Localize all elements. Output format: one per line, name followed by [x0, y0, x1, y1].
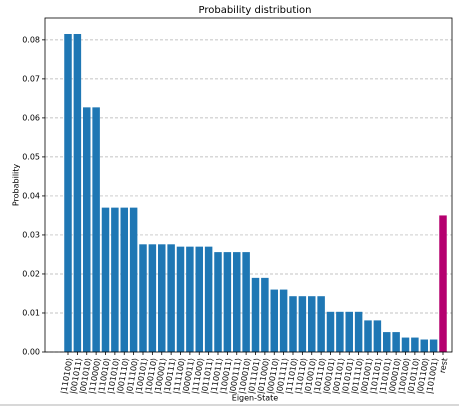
y-tick-label: 0.06: [22, 113, 40, 122]
bar: [186, 246, 194, 352]
bar: [420, 339, 428, 352]
y-tick-label: 0.04: [22, 191, 40, 200]
y-tick-label: 0.03: [22, 230, 40, 239]
bar: [223, 252, 232, 352]
bar: [429, 339, 438, 352]
bar: [120, 207, 128, 352]
x-axis-label: Eigen-State: [232, 394, 278, 403]
bar: [383, 332, 391, 352]
bar: [233, 252, 241, 352]
bar: [345, 311, 353, 352]
bar: [204, 246, 213, 352]
bar: [176, 246, 185, 352]
bar: [364, 320, 372, 352]
bar: [251, 277, 260, 352]
bar: [317, 296, 325, 352]
bar: [411, 337, 419, 352]
bar: [139, 244, 147, 352]
bar: [392, 332, 400, 352]
bar: [73, 33, 82, 352]
bar: [167, 244, 175, 352]
bar: [83, 107, 91, 352]
chart-title: Probability distribution: [198, 5, 311, 16]
bar: [214, 252, 222, 352]
bar: [148, 244, 157, 352]
bar: [439, 215, 447, 352]
bar: [261, 277, 269, 352]
bar: [195, 246, 203, 352]
y-tick-label: 0.01: [22, 308, 40, 317]
bar: [101, 207, 110, 352]
bar: [298, 296, 307, 352]
bar: [270, 289, 278, 352]
bar: [326, 311, 335, 352]
y-tick-label: 0.00: [22, 348, 40, 357]
x-tick-label: rest: [438, 357, 450, 374]
bar: [289, 296, 297, 352]
bar: [64, 33, 72, 352]
bar: [111, 207, 119, 352]
bar: [308, 296, 316, 352]
bar: [92, 107, 100, 352]
bar: [279, 289, 288, 352]
bar: [129, 207, 138, 352]
y-axis-label: Probability: [12, 164, 21, 207]
bar: [242, 252, 250, 352]
bar: [373, 320, 382, 352]
y-tick-label: 0.07: [22, 74, 40, 83]
y-tick-label: 0.02: [22, 269, 40, 278]
y-tick-label: 0.08: [22, 35, 40, 44]
bar: [354, 311, 363, 352]
bar: [401, 337, 410, 352]
y-tick-label: 0.05: [22, 152, 40, 161]
bar: [336, 311, 344, 352]
bar: [158, 244, 166, 352]
plot-frame: [44, 17, 453, 353]
